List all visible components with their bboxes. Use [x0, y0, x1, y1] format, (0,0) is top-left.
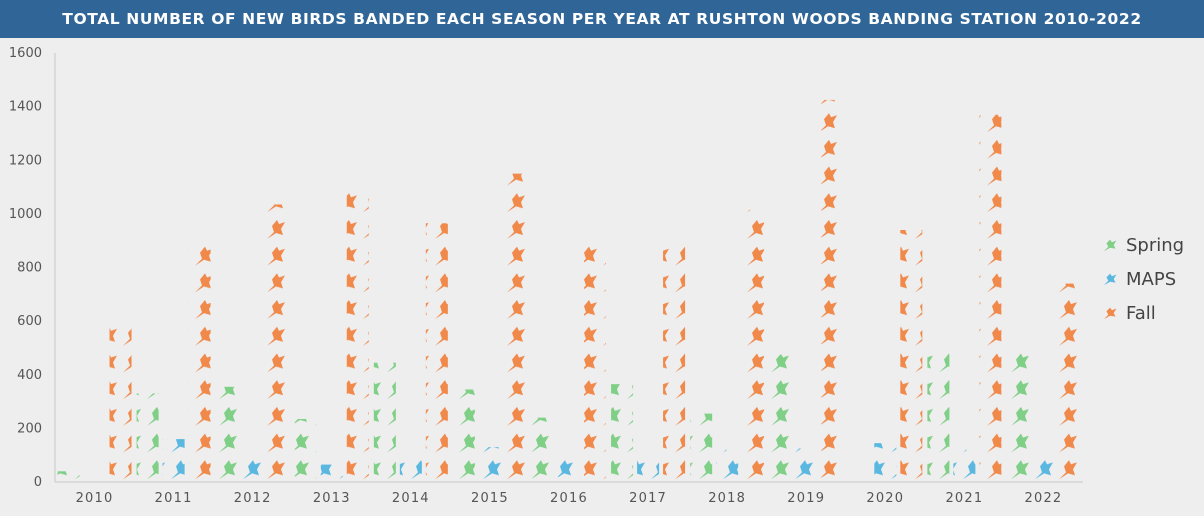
legend-item-spring: Spring	[1102, 228, 1184, 262]
bar-spring-2012	[215, 386, 238, 482]
x-tick-label: 2019	[787, 491, 825, 506]
bar-maps-2013	[320, 464, 343, 482]
bar-maps-2016	[558, 451, 580, 482]
legend-label-spring: Spring	[1126, 234, 1185, 256]
x-tick-label: 2022	[1025, 491, 1063, 506]
y-tick-label: 1000	[9, 207, 42, 222]
bar-maps-2020	[874, 443, 897, 482]
y-tick-label: 0	[34, 475, 42, 490]
bar-fall-2020	[900, 229, 923, 482]
bar-fall-2018	[742, 209, 765, 482]
bird-icon	[1103, 273, 1117, 286]
bar-fall-2010	[109, 319, 132, 482]
bird-icon	[1103, 239, 1117, 252]
x-tick-label: 2015	[471, 491, 509, 506]
y-tick-label: 600	[17, 314, 42, 329]
bar-spring-2011	[136, 393, 159, 482]
x-tick-label: 2013	[313, 491, 351, 506]
x-tick-label: 2021	[945, 491, 983, 506]
bar-fall-2022	[1058, 283, 1081, 482]
x-tick-label: 2012	[234, 491, 272, 506]
bird-icon	[1103, 307, 1117, 320]
bar-fall-2021	[979, 114, 1002, 482]
bar-spring-2015	[452, 389, 475, 482]
legend-label-fall: Fall	[1126, 302, 1156, 324]
y-tick-label: 800	[17, 261, 42, 276]
bar-maps-2017	[637, 452, 660, 482]
bar-fall-2011	[188, 243, 211, 482]
bar-spring-2010	[57, 471, 80, 482]
bar-spring-2013	[294, 418, 317, 482]
x-tick-label: 2017	[629, 491, 667, 506]
bar-maps-2021	[953, 449, 976, 482]
chart-title: TOTAL NUMBER OF NEW BIRDS BANDED EACH SE…	[62, 10, 1142, 28]
legend-item-fall: Fall	[1102, 296, 1184, 330]
bar-fall-2015	[504, 173, 527, 482]
bar-spring-2018	[690, 413, 713, 482]
bar-spring-2014	[373, 362, 396, 482]
x-tick-label: 2016	[550, 491, 588, 506]
bar-maps-2022	[1032, 453, 1055, 482]
y-tick-label: 200	[17, 421, 42, 436]
bar-spring-2021	[927, 349, 950, 482]
y-tick-label: 400	[17, 368, 42, 383]
bar-maps-2019	[795, 448, 818, 482]
x-tick-label: 2010	[76, 491, 114, 506]
chart-legend: Spring MAPS Fall	[1102, 228, 1184, 330]
x-tick-label: 2011	[155, 491, 193, 506]
bar-spring-2019	[769, 354, 792, 482]
bar-maps-2014	[399, 453, 422, 482]
bar-maps-2018	[716, 449, 739, 482]
bar-spring-2016	[532, 417, 554, 482]
x-tick-label: 2014	[392, 491, 430, 506]
bar-fall-2019	[821, 99, 844, 482]
x-tick-label: 2018	[708, 491, 746, 506]
y-tick-label: 1200	[9, 153, 42, 168]
bar-chart: 0 200 400 600 800 1000 1200 1400 1600 2010 2011 201…	[9, 46, 1083, 506]
bar-fall-2013	[346, 191, 369, 482]
bar-maps-2011	[162, 439, 185, 482]
bar-fall-2014	[425, 223, 448, 482]
bar-fall-2016	[584, 242, 606, 482]
legend-item-maps: MAPS	[1102, 262, 1184, 296]
bar-spring-2022	[1006, 345, 1029, 482]
y-tick-label: 1400	[9, 100, 42, 115]
bar-fall-2012	[267, 204, 290, 482]
y-tick-label: 1600	[9, 46, 42, 61]
bar-fall-2017	[663, 243, 686, 482]
bar-spring-2017	[611, 384, 634, 482]
chart-title-bar: TOTAL NUMBER OF NEW BIRDS BANDED EACH SE…	[0, 0, 1204, 38]
x-tick-label: 2020	[866, 491, 904, 506]
bar-maps-2015	[478, 447, 501, 482]
bar-maps-2012	[241, 455, 264, 482]
legend-label-maps: MAPS	[1126, 268, 1177, 290]
